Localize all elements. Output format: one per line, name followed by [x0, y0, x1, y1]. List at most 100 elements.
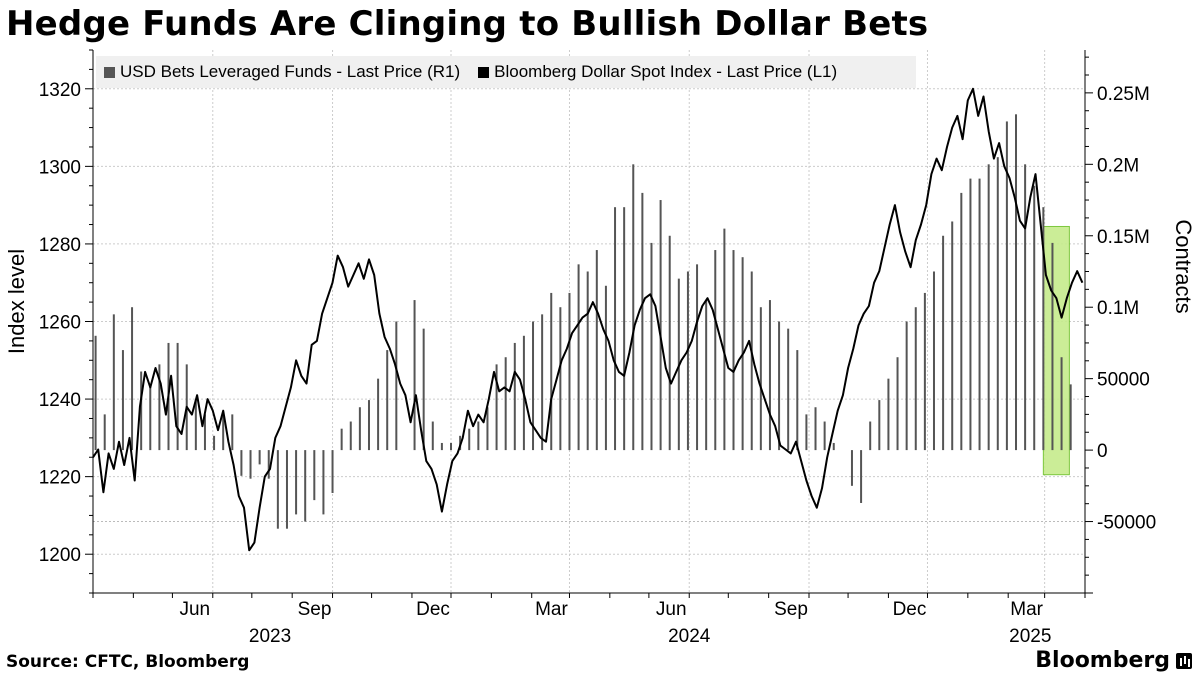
x-tick-label: Sep — [774, 599, 808, 620]
bar — [285, 450, 288, 529]
bar — [796, 350, 799, 451]
bar — [823, 421, 826, 451]
bar — [213, 435, 216, 451]
bar — [969, 178, 972, 451]
bar — [1005, 121, 1008, 451]
bloomberg-logo: Bloomberg — [1035, 648, 1192, 673]
right-tick-label: 0.25M — [1097, 84, 1150, 105]
bar — [996, 157, 999, 451]
bar — [440, 442, 443, 451]
legend-swatch-line — [478, 66, 490, 78]
bar — [905, 321, 908, 451]
highlight-layer — [1042, 225, 1070, 476]
bar — [978, 178, 981, 451]
bar — [714, 250, 717, 451]
bar — [869, 421, 872, 451]
bar — [504, 357, 507, 451]
bar — [887, 378, 890, 451]
bar — [923, 292, 926, 451]
bar — [951, 221, 954, 451]
bar — [304, 450, 307, 522]
legend-label-dollar-index: Bloomberg Dollar Spot Index - Last Price… — [494, 62, 838, 81]
left-tick-label: 1300 — [39, 157, 81, 178]
right-axis-title: Contracts — [1171, 219, 1196, 313]
bar — [267, 450, 270, 479]
bar — [176, 342, 179, 451]
legend-swatch-bars — [104, 66, 115, 78]
left-tick-label: 1280 — [39, 235, 81, 256]
grid-lines — [93, 50, 1085, 593]
bar — [331, 450, 334, 493]
bar — [696, 264, 699, 451]
bar — [140, 371, 143, 451]
bar — [705, 300, 708, 451]
bar — [860, 450, 863, 503]
legend-label-usd-bets: USD Bets Leveraged Funds - Last Price (R… — [120, 62, 461, 81]
x-tick-label: Dec — [416, 599, 450, 620]
right-tick-label: 0 — [1097, 441, 1108, 462]
bar — [932, 271, 935, 451]
bar — [413, 300, 416, 451]
bar — [349, 421, 352, 451]
bar — [568, 292, 571, 451]
bar — [787, 328, 790, 451]
bar — [1060, 357, 1063, 451]
bar — [240, 450, 243, 476]
x-tick-label: Jun — [179, 599, 210, 620]
bar — [486, 407, 489, 451]
left-tick-label: 1200 — [39, 545, 81, 566]
bar — [112, 314, 115, 451]
bar — [686, 271, 689, 451]
bar — [1051, 242, 1054, 451]
bar — [313, 450, 316, 501]
x-tick-label: Jun — [656, 599, 687, 620]
chart-title: Hedge Funds Are Clinging to Bullish Doll… — [6, 4, 929, 44]
legend: USD Bets Leveraged Funds - Last Price (R… — [96, 56, 916, 88]
bar — [750, 271, 753, 451]
bar — [723, 228, 726, 451]
bar — [614, 207, 617, 451]
bar — [814, 407, 817, 451]
line-series — [92, 87, 1084, 552]
bar — [914, 307, 917, 451]
bar — [632, 164, 635, 451]
highlight-box — [1042, 225, 1070, 476]
left-tick-label: 1320 — [39, 80, 81, 101]
bar — [422, 328, 425, 451]
bar — [231, 414, 234, 451]
bar — [641, 192, 644, 451]
bar — [604, 285, 607, 451]
bar — [121, 350, 124, 451]
bar — [249, 450, 252, 479]
bar — [650, 242, 653, 451]
bar — [203, 414, 206, 451]
axes: 1200 1220 1240 1260 1280 1300 1320 -50000 0 50000… — [4, 49, 1196, 647]
bar — [805, 414, 808, 451]
bar — [595, 250, 598, 451]
bar — [358, 407, 361, 451]
bar — [322, 450, 325, 515]
bar — [1033, 185, 1036, 451]
bar — [431, 421, 434, 451]
x-tick-label: Sep — [298, 599, 332, 620]
left-tick-label: 1220 — [39, 468, 81, 489]
x-tick-label: Mar — [535, 599, 568, 620]
bar — [94, 335, 97, 451]
x-year-label: 2023 — [249, 626, 291, 647]
bar — [532, 321, 535, 451]
x-tick-label: Dec — [893, 599, 927, 620]
right-tick-label: 0.1M — [1097, 298, 1139, 319]
bar — [586, 271, 589, 451]
bar — [577, 264, 580, 451]
bar — [103, 414, 106, 451]
bar — [276, 450, 279, 529]
bar — [295, 450, 298, 515]
bar — [878, 400, 881, 451]
bar — [1042, 207, 1045, 451]
bar — [477, 421, 480, 451]
left-tick-label: 1240 — [39, 390, 81, 411]
bar — [513, 342, 516, 451]
bar — [987, 164, 990, 451]
source-note: Source: CFTC, Bloomberg — [6, 652, 250, 672]
